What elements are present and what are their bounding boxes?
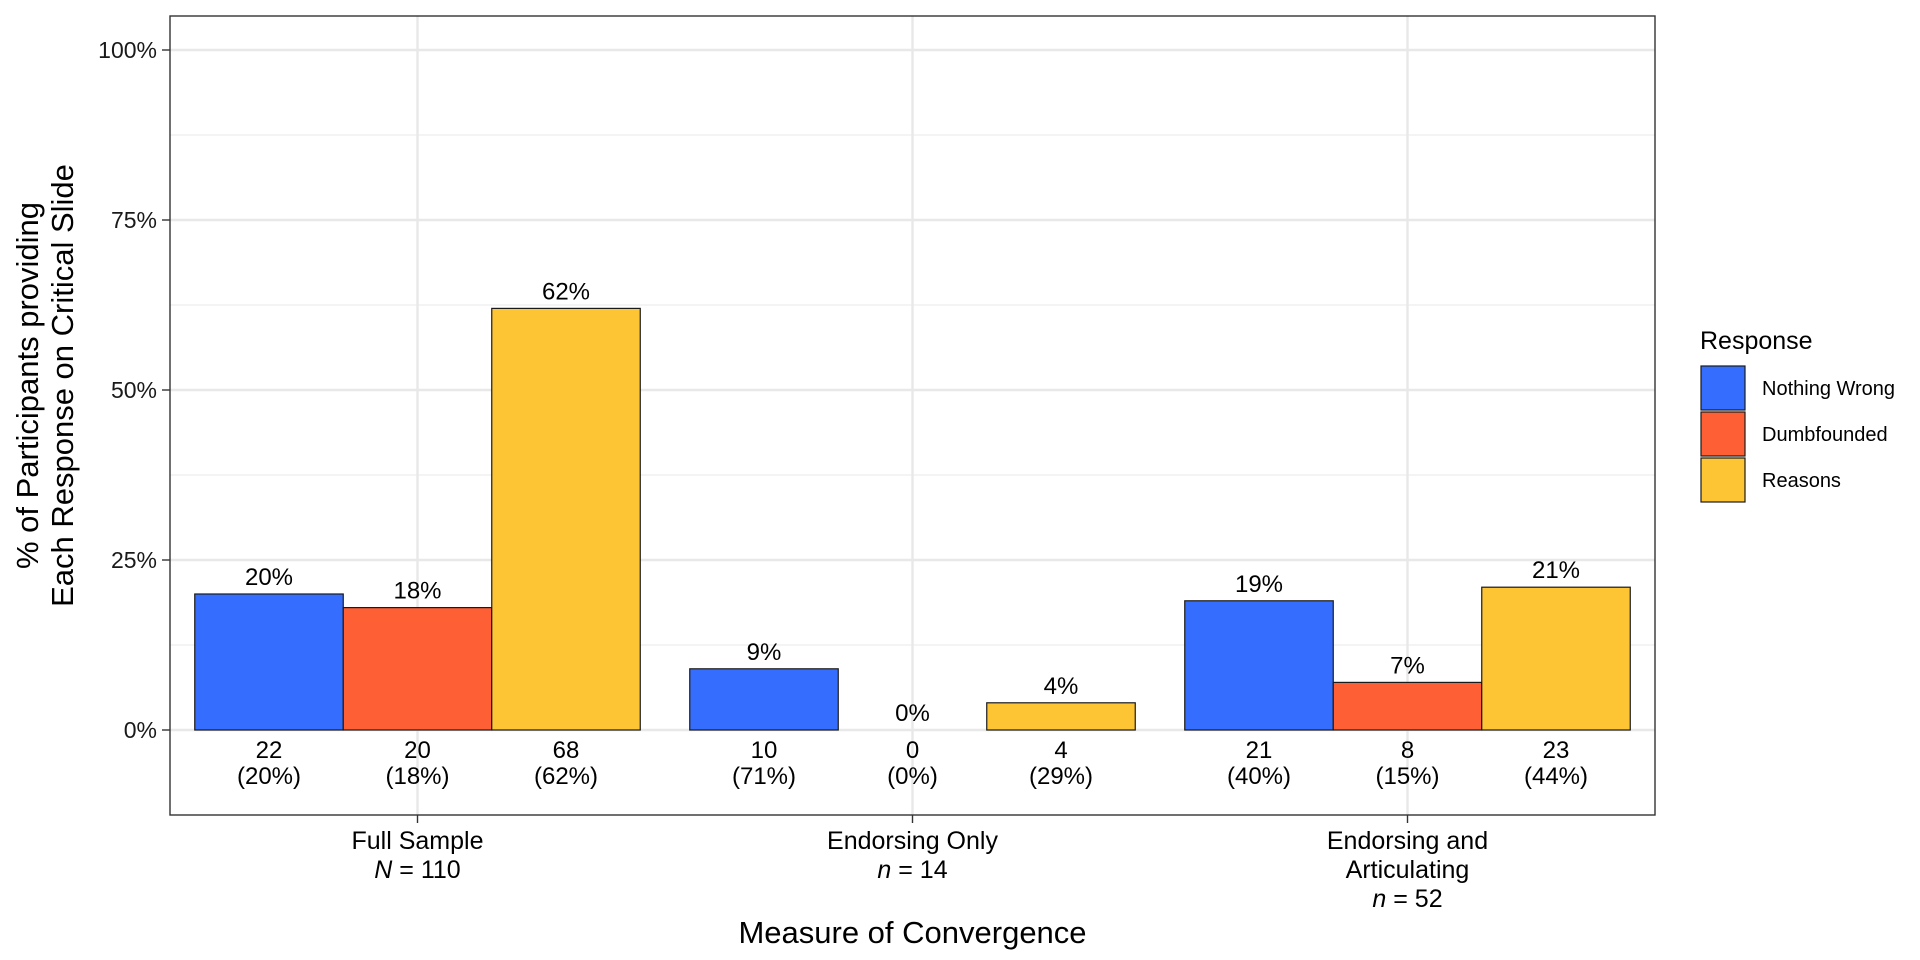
bar-value-label: 7% bbox=[1390, 652, 1425, 679]
bar-count-label: 68 bbox=[553, 737, 580, 764]
legend-title: Response bbox=[1700, 327, 1813, 355]
bar-value-label: 18% bbox=[393, 578, 441, 605]
y-tick-label: 0% bbox=[124, 717, 157, 743]
bar-count-percent-label: (40%) bbox=[1227, 763, 1291, 790]
legend-label: Dumbfounded bbox=[1762, 424, 1888, 446]
bar-count-label: 22 bbox=[256, 737, 283, 764]
bar-count-percent-label: (18%) bbox=[385, 763, 449, 790]
x-group-label: Articulating bbox=[1346, 856, 1470, 884]
legend-key bbox=[1700, 365, 1746, 411]
legend-key bbox=[1700, 457, 1746, 503]
y-tick-label: 100% bbox=[98, 37, 157, 63]
bar-labels: 20% 22(20%) 18% 20(18%) 62% 68(62%) 9% 10(71%) 0… bbox=[237, 278, 1588, 790]
legend-label: Reasons bbox=[1762, 470, 1841, 492]
bar-count-percent-label: (62%) bbox=[534, 763, 598, 790]
bar-count-percent-label: (0%) bbox=[887, 763, 938, 790]
bars bbox=[194, 307, 1631, 731]
x-group-sample-size: n = 52 bbox=[1372, 885, 1442, 913]
x-group-label: Full Sample bbox=[352, 827, 484, 855]
x-axis-title: Measure of Convergence bbox=[738, 915, 1086, 950]
bar-count-label: 20 bbox=[404, 737, 431, 764]
y-axis: 0% 25% 50% 75% 100% bbox=[98, 37, 170, 743]
bar-value-label: 62% bbox=[542, 278, 590, 305]
bar-dumbfounded bbox=[342, 606, 493, 731]
bar-count-label: 0 bbox=[906, 737, 919, 764]
bar-count-label: 10 bbox=[751, 737, 778, 764]
x-group-label: Endorsing and bbox=[1327, 827, 1488, 855]
x-group-sample-size: N = 110 bbox=[374, 856, 460, 884]
y-axis-title: % of Participants providingEach Response… bbox=[10, 164, 80, 607]
bar-reasons bbox=[1481, 586, 1631, 731]
bar-nothing-wrong bbox=[1184, 600, 1334, 731]
legend-key bbox=[1700, 411, 1746, 457]
bar-value-label: 19% bbox=[1235, 571, 1283, 598]
legend-label: Nothing Wrong bbox=[1762, 378, 1895, 400]
y-tick-label: 50% bbox=[111, 377, 157, 403]
bar-count-percent-label: (15%) bbox=[1375, 763, 1439, 790]
bar-count-percent-label: (20%) bbox=[237, 763, 301, 790]
bar-value-label: 21% bbox=[1532, 557, 1580, 584]
bar-value-label: 0% bbox=[895, 700, 930, 727]
legend: Response Nothing Wrong Dumbfounded Reasons bbox=[1700, 327, 1895, 503]
bar-count-label: 8 bbox=[1401, 737, 1414, 764]
bar-value-label: 9% bbox=[747, 639, 782, 666]
bar-count-label: 4 bbox=[1054, 737, 1067, 764]
bar-nothing-wrong bbox=[194, 593, 344, 731]
bar-count-percent-label: (29%) bbox=[1029, 763, 1093, 790]
bar-nothing-wrong bbox=[689, 668, 839, 731]
y-tick-label: 25% bbox=[111, 547, 157, 573]
x-group-sample-size: n = 14 bbox=[877, 856, 947, 884]
bar-count-percent-label: (71%) bbox=[732, 763, 796, 790]
bar-dumbfounded bbox=[1332, 681, 1483, 731]
bar-count-label: 21 bbox=[1246, 737, 1273, 764]
bar-reasons bbox=[491, 307, 641, 731]
bar-reasons bbox=[986, 702, 1136, 731]
bar-value-label: 20% bbox=[245, 564, 293, 591]
y-tick-label: 75% bbox=[111, 207, 157, 233]
bar-value-label: 4% bbox=[1044, 673, 1079, 700]
x-group-label: Endorsing Only bbox=[827, 827, 998, 855]
bar-count-percent-label: (44%) bbox=[1524, 763, 1588, 790]
y-axis-title-text: % of Participants providingEach Response… bbox=[10, 164, 80, 607]
bar-count-label: 23 bbox=[1543, 737, 1570, 764]
